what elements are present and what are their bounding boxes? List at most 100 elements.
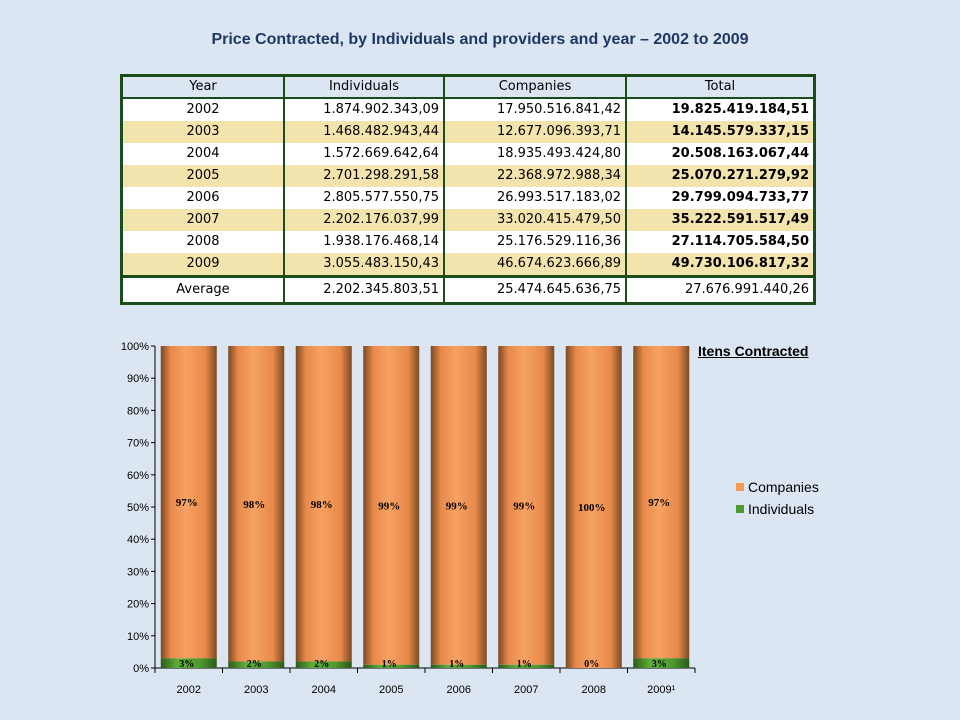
cell-average-total: 27.676.991.440,26 (625, 275, 816, 304)
bar-individuals (498, 664, 555, 668)
legend-swatch-companies (736, 483, 744, 491)
x-tick-label: 2006 (447, 684, 471, 696)
cell-individuals: 1.938.176.468,14 (283, 231, 445, 253)
data-label-companies: 100% (578, 502, 606, 514)
data-label-companies: 97% (176, 497, 198, 509)
data-label-individuals: 3% (179, 659, 194, 670)
data-label-individuals: 2% (314, 659, 329, 670)
data-label-companies: 98% (243, 499, 265, 511)
y-tick-label: 60% (127, 470, 149, 482)
y-tick-label: 10% (127, 631, 149, 643)
cell-individuals: 2.805.577.550,75 (283, 187, 445, 209)
cell-total: 25.070.271.279,92 (625, 165, 816, 187)
y-tick-label: 30% (127, 566, 149, 578)
legend-swatch-individuals (736, 505, 744, 513)
cell-year: 2008 (120, 231, 285, 253)
header-companies: Companies (443, 75, 627, 99)
bar-companies (633, 346, 690, 659)
cell-individuals: 1.572.669.642,64 (283, 143, 445, 165)
table-row: 2003 1.468.482.943,44 12.677.096.393,71 … (120, 121, 816, 143)
cell-average-companies: 25.474.645.636,75 (443, 275, 627, 304)
cell-total: 29.799.094.733,77 (625, 187, 816, 209)
table-row: 2008 1.938.176.468,14 25.176.529.116,36 … (120, 231, 816, 253)
legend-item-companies: Companies (736, 476, 819, 498)
price-table: Year Individuals Companies Total 2002 1.… (120, 74, 816, 305)
data-label-individuals: 3% (652, 659, 667, 670)
data-label-individuals: 1% (449, 659, 464, 670)
data-label-individuals: 2% (247, 659, 262, 670)
data-label-individuals: 0% (584, 659, 599, 670)
cell-year: 2009 (120, 253, 285, 277)
y-tick-label: 50% (127, 502, 149, 514)
bar-individuals (633, 658, 690, 668)
bar-companies (565, 346, 622, 668)
cell-companies: 33.020.415.479,50 (443, 209, 627, 231)
cell-total: 27.114.705.584,50 (625, 231, 816, 253)
bar-individuals (160, 658, 217, 668)
bar-individuals (228, 661, 285, 668)
cell-total: 19.825.419.184,51 (625, 97, 816, 121)
cell-year: 2003 (120, 121, 285, 143)
table-header-row: Year Individuals Companies Total (120, 75, 816, 99)
cell-companies: 17.950.516.841,42 (443, 97, 627, 121)
cell-companies: 25.176.529.116,36 (443, 231, 627, 253)
cell-companies: 18.935.493.424,80 (443, 143, 627, 165)
data-label-companies: 97% (648, 497, 670, 509)
cell-total: 49.730.106.817,32 (625, 253, 816, 277)
bar-companies (430, 346, 487, 665)
table-row: 2006 2.805.577.550,75 26.993.517.183,02 … (120, 187, 816, 209)
cell-year: 2004 (120, 143, 285, 165)
data-label-individuals: 1% (382, 659, 397, 670)
cell-year: 2006 (120, 187, 285, 209)
cell-individuals: 3.055.483.150,43 (283, 253, 445, 277)
bar-companies (160, 346, 217, 659)
table-average-row: Average 2.202.345.803,51 25.474.645.636,… (120, 275, 816, 304)
table-row: 2009 3.055.483.150,43 46.674.623.666,89 … (120, 253, 816, 277)
y-tick-label: 0% (133, 663, 149, 675)
cell-total: 20.508.163.067,44 (625, 143, 816, 165)
x-tick-label: 2004 (312, 684, 336, 696)
legend-label-companies: Companies (748, 479, 819, 495)
cell-individuals: 1.874.902.343,09 (283, 97, 445, 121)
data-label-companies: 99% (378, 500, 400, 512)
legend-title: Itens Contracted (698, 343, 809, 359)
table-row: 2002 1.874.902.343,09 17.950.516.841,42 … (120, 97, 816, 121)
cell-year: 2002 (120, 97, 285, 121)
cell-average-label: Average (120, 275, 285, 304)
y-tick-label: 100% (121, 341, 149, 353)
table-row: 2007 2.202.176.037,99 33.020.415.479,50 … (120, 209, 816, 231)
cell-companies: 26.993.517.183,02 (443, 187, 627, 209)
y-tick-label: 20% (127, 599, 149, 611)
cell-companies: 46.674.623.666,89 (443, 253, 627, 277)
x-tick-label: 2008 (582, 684, 606, 696)
stacked-bar-chart: 0% 10% 20% 30% 40% 50% 60% 70% 80% 90% 100% 2002 97… (121, 341, 696, 696)
bar-companies (295, 346, 352, 662)
data-label-individuals: 1% (517, 659, 532, 670)
legend-item-individuals: Individuals (736, 498, 819, 520)
chart-legend: Companies Individuals (736, 476, 819, 520)
x-tick-label: 2007 (514, 684, 538, 696)
bar-individuals (295, 661, 352, 668)
x-tick-label: 2009¹ (647, 684, 675, 696)
header-individuals: Individuals (283, 75, 445, 99)
data-label-companies: 99% (446, 500, 468, 512)
y-tick-label: 90% (127, 373, 149, 385)
data-label-companies: 99% (513, 500, 535, 512)
x-tick-label: 2003 (244, 684, 268, 696)
header-year: Year (120, 75, 285, 99)
table-row: 2005 2.701.298.291,58 22.368.972.988,34 … (120, 165, 816, 187)
y-tick-label: 80% (127, 405, 149, 417)
x-tick-label: 2002 (177, 684, 201, 696)
cell-average-individuals: 2.202.345.803,51 (283, 275, 445, 304)
cell-total: 35.222.591.517,49 (625, 209, 816, 231)
cell-year: 2007 (120, 209, 285, 231)
cell-individuals: 2.202.176.037,99 (283, 209, 445, 231)
cell-companies: 12.677.096.393,71 (443, 121, 627, 143)
cell-individuals: 1.468.482.943,44 (283, 121, 445, 143)
x-tick-label: 2005 (379, 684, 403, 696)
header-total: Total (625, 75, 816, 99)
table-row: 2004 1.572.669.642,64 18.935.493.424,80 … (120, 143, 816, 165)
bar-companies (363, 346, 420, 665)
y-tick-label: 70% (127, 438, 149, 450)
y-tick-label: 40% (127, 534, 149, 546)
